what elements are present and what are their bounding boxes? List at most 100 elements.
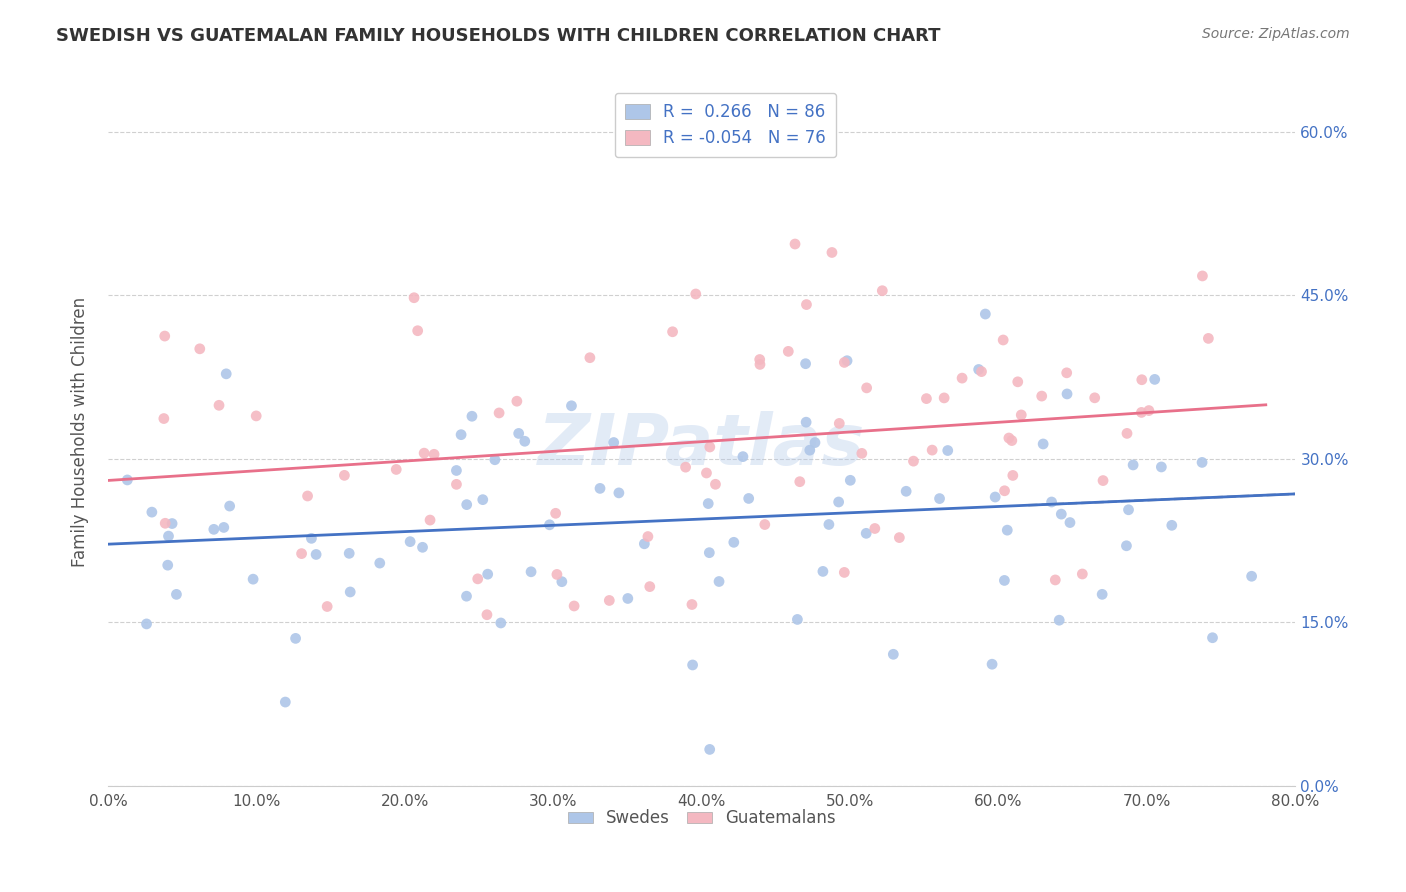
Point — [1122, 458, 1144, 472]
Text: SWEDISH VS GUATEMALAN FAMILY HOUSEHOLDS WITH CHILDREN CORRELATION CHART: SWEDISH VS GUATEMALAN FAMILY HOUSEHOLDS … — [56, 27, 941, 45]
Point — [749, 358, 772, 372]
Point — [165, 587, 187, 601]
Point — [242, 572, 264, 586]
Point — [412, 541, 434, 555]
Point — [921, 443, 943, 458]
Point — [789, 475, 811, 489]
Point — [786, 612, 808, 626]
Point — [475, 607, 498, 622]
Point — [1001, 434, 1024, 448]
Point — [1143, 372, 1166, 386]
Point — [339, 585, 361, 599]
Point — [707, 574, 730, 589]
Point — [675, 460, 697, 475]
Point — [399, 534, 422, 549]
Point — [638, 580, 661, 594]
Point — [538, 517, 561, 532]
Point — [1091, 587, 1114, 601]
Point — [368, 556, 391, 570]
Point — [1116, 426, 1139, 441]
Point — [993, 574, 1015, 588]
Point — [589, 482, 612, 496]
Point — [208, 398, 231, 412]
Point — [560, 399, 582, 413]
Point — [1118, 502, 1140, 516]
Point — [274, 695, 297, 709]
Point — [915, 392, 938, 406]
Point — [456, 589, 478, 603]
Point — [993, 483, 1015, 498]
Point — [855, 526, 877, 541]
Point — [506, 394, 529, 409]
Point — [212, 520, 235, 534]
Point — [1115, 539, 1137, 553]
Point — [1001, 468, 1024, 483]
Point — [796, 297, 818, 311]
Point — [316, 599, 339, 614]
Point — [834, 566, 856, 580]
Point — [681, 598, 703, 612]
Point — [456, 498, 478, 512]
Point — [301, 532, 323, 546]
Point — [1045, 573, 1067, 587]
Point — [1130, 373, 1153, 387]
Point — [215, 367, 238, 381]
Point — [970, 365, 993, 379]
Point — [467, 572, 489, 586]
Point — [661, 325, 683, 339]
Point — [748, 352, 770, 367]
Point — [1056, 387, 1078, 401]
Point — [811, 565, 834, 579]
Point — [633, 537, 655, 551]
Point — [1240, 569, 1263, 583]
Point — [1010, 408, 1032, 422]
Point — [141, 505, 163, 519]
Point — [513, 434, 536, 449]
Point — [699, 440, 721, 454]
Point — [794, 357, 817, 371]
Point — [156, 558, 179, 573]
Point — [1092, 474, 1115, 488]
Point — [697, 546, 720, 560]
Point — [508, 426, 530, 441]
Point — [903, 454, 925, 468]
Text: Source: ZipAtlas.com: Source: ZipAtlas.com — [1202, 27, 1350, 41]
Point — [1150, 459, 1173, 474]
Point — [699, 742, 721, 756]
Point — [471, 492, 494, 507]
Point — [794, 415, 817, 429]
Point — [783, 237, 806, 252]
Point — [520, 565, 543, 579]
Point — [402, 291, 425, 305]
Point — [1201, 631, 1223, 645]
Point — [598, 593, 620, 607]
Y-axis label: Family Households with Children: Family Households with Children — [72, 296, 89, 566]
Point — [872, 284, 894, 298]
Point — [337, 546, 360, 560]
Point — [1032, 437, 1054, 451]
Point — [450, 427, 472, 442]
Legend: Swedes, Guatemalans: Swedes, Guatemalans — [561, 803, 842, 834]
Point — [446, 463, 468, 477]
Point — [1040, 495, 1063, 509]
Point — [998, 431, 1021, 445]
Point — [1191, 455, 1213, 469]
Point — [695, 466, 717, 480]
Point — [1191, 268, 1213, 283]
Point — [297, 489, 319, 503]
Point — [950, 371, 973, 385]
Point — [305, 548, 328, 562]
Point — [488, 406, 510, 420]
Text: ZIPatlas: ZIPatlas — [538, 411, 866, 480]
Point — [821, 245, 844, 260]
Point — [1071, 566, 1094, 581]
Point — [446, 477, 468, 491]
Point — [834, 355, 856, 369]
Point — [617, 591, 640, 606]
Point — [546, 567, 568, 582]
Point — [579, 351, 602, 365]
Point — [804, 435, 827, 450]
Point — [723, 535, 745, 549]
Point — [936, 443, 959, 458]
Point — [731, 450, 754, 464]
